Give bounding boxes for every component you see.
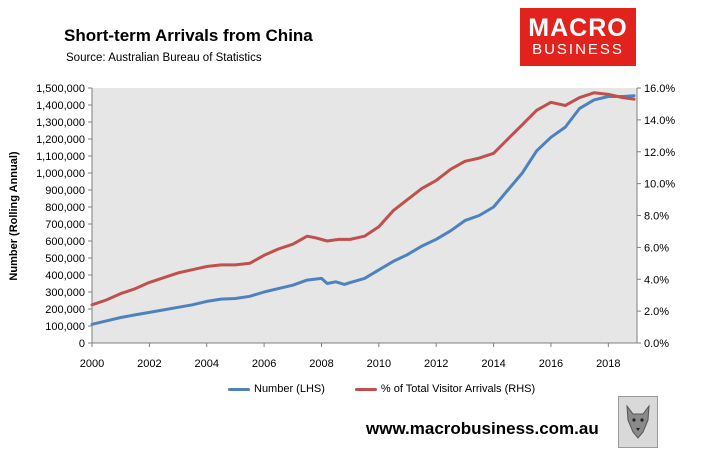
y-tick-label-right: 8.0% [644,211,669,223]
y-tick-label-left: 600,000 [45,236,85,248]
y-tick-label-left: 200,000 [45,304,85,316]
y-tick-label-right: 12.0% [644,147,675,159]
y-tick-label-left: 100,000 [45,321,85,333]
y-tick-label-left: 1,200,000 [36,134,85,146]
y-tick-label-right: 6.0% [644,242,669,254]
x-tick-label: 2018 [596,358,620,370]
x-tick-label: 2006 [252,358,276,370]
legend-label-rhs: % of Total Visitor Arrivals (RHS) [380,383,536,395]
series-line-pct-rhs [90,91,636,307]
legend: Number (LHS) % of Total Visitor Arrivals… [228,383,535,395]
y-tick-label-left: 1,300,000 [36,117,85,129]
macrobusiness-logo: MACRO BUSINESS [520,8,636,66]
y-tick-label-left: 900,000 [45,185,85,197]
x-tick-label: 2004 [194,358,218,370]
y-tick-label-left: 700,000 [45,219,85,231]
logo-line2: BUSINESS [532,41,624,58]
legend-swatch-rhs [354,387,377,391]
y-tick-label-right: 2.0% [644,306,669,318]
y-tick-label-right: 4.0% [644,274,669,286]
footer-url[interactable]: www.macrobusiness.com.au [366,419,599,438]
logo-line1: MACRO [528,14,628,42]
legend-swatch-lhs [228,387,250,391]
plot-area [92,88,637,343]
x-tick-label: 2012 [424,358,448,370]
chart-source: Source: Australian Bureau of Statistics [66,52,262,64]
x-tick-label: 2002 [137,358,161,370]
y-tick-label-left: 300,000 [45,287,85,299]
y-tick-label-left: 0 [79,338,85,350]
x-tick-label: 2000 [80,358,104,370]
y-tick-label-left: 500,000 [45,253,85,265]
y-tick-label-right: 16.0% [644,83,675,95]
x-tick-label: 2016 [539,358,563,370]
x-tick-label: 2008 [309,358,333,370]
y-tick-label-right: 14.0% [644,115,675,127]
x-tick-label: 2014 [481,358,505,370]
y-tick-label-left: 1,000,000 [36,168,85,180]
legend-item-lhs: Number (LHS) [228,383,325,395]
y-tick-label-left: 400,000 [45,270,85,282]
y-tick-label-right: 10.0% [644,179,675,191]
y-tick-label-left: 1,400,000 [36,100,85,112]
chart-title: Short-term Arrivals from China [64,26,313,45]
y-tick-label-left: 1,500,000 [36,83,85,95]
x-tick-label: 2010 [367,358,391,370]
y-tick-label-left: 1,100,000 [36,151,85,163]
legend-item-rhs: % of Total Visitor Arrivals (RHS) [354,383,536,395]
y-tick-label-left: 800,000 [45,202,85,214]
y-tick-label-right: 0.0% [644,338,669,350]
series-line-number-lhs [90,94,636,326]
legend-label-lhs: Number (LHS) [254,383,325,395]
wolf-logo-icon [618,396,658,448]
